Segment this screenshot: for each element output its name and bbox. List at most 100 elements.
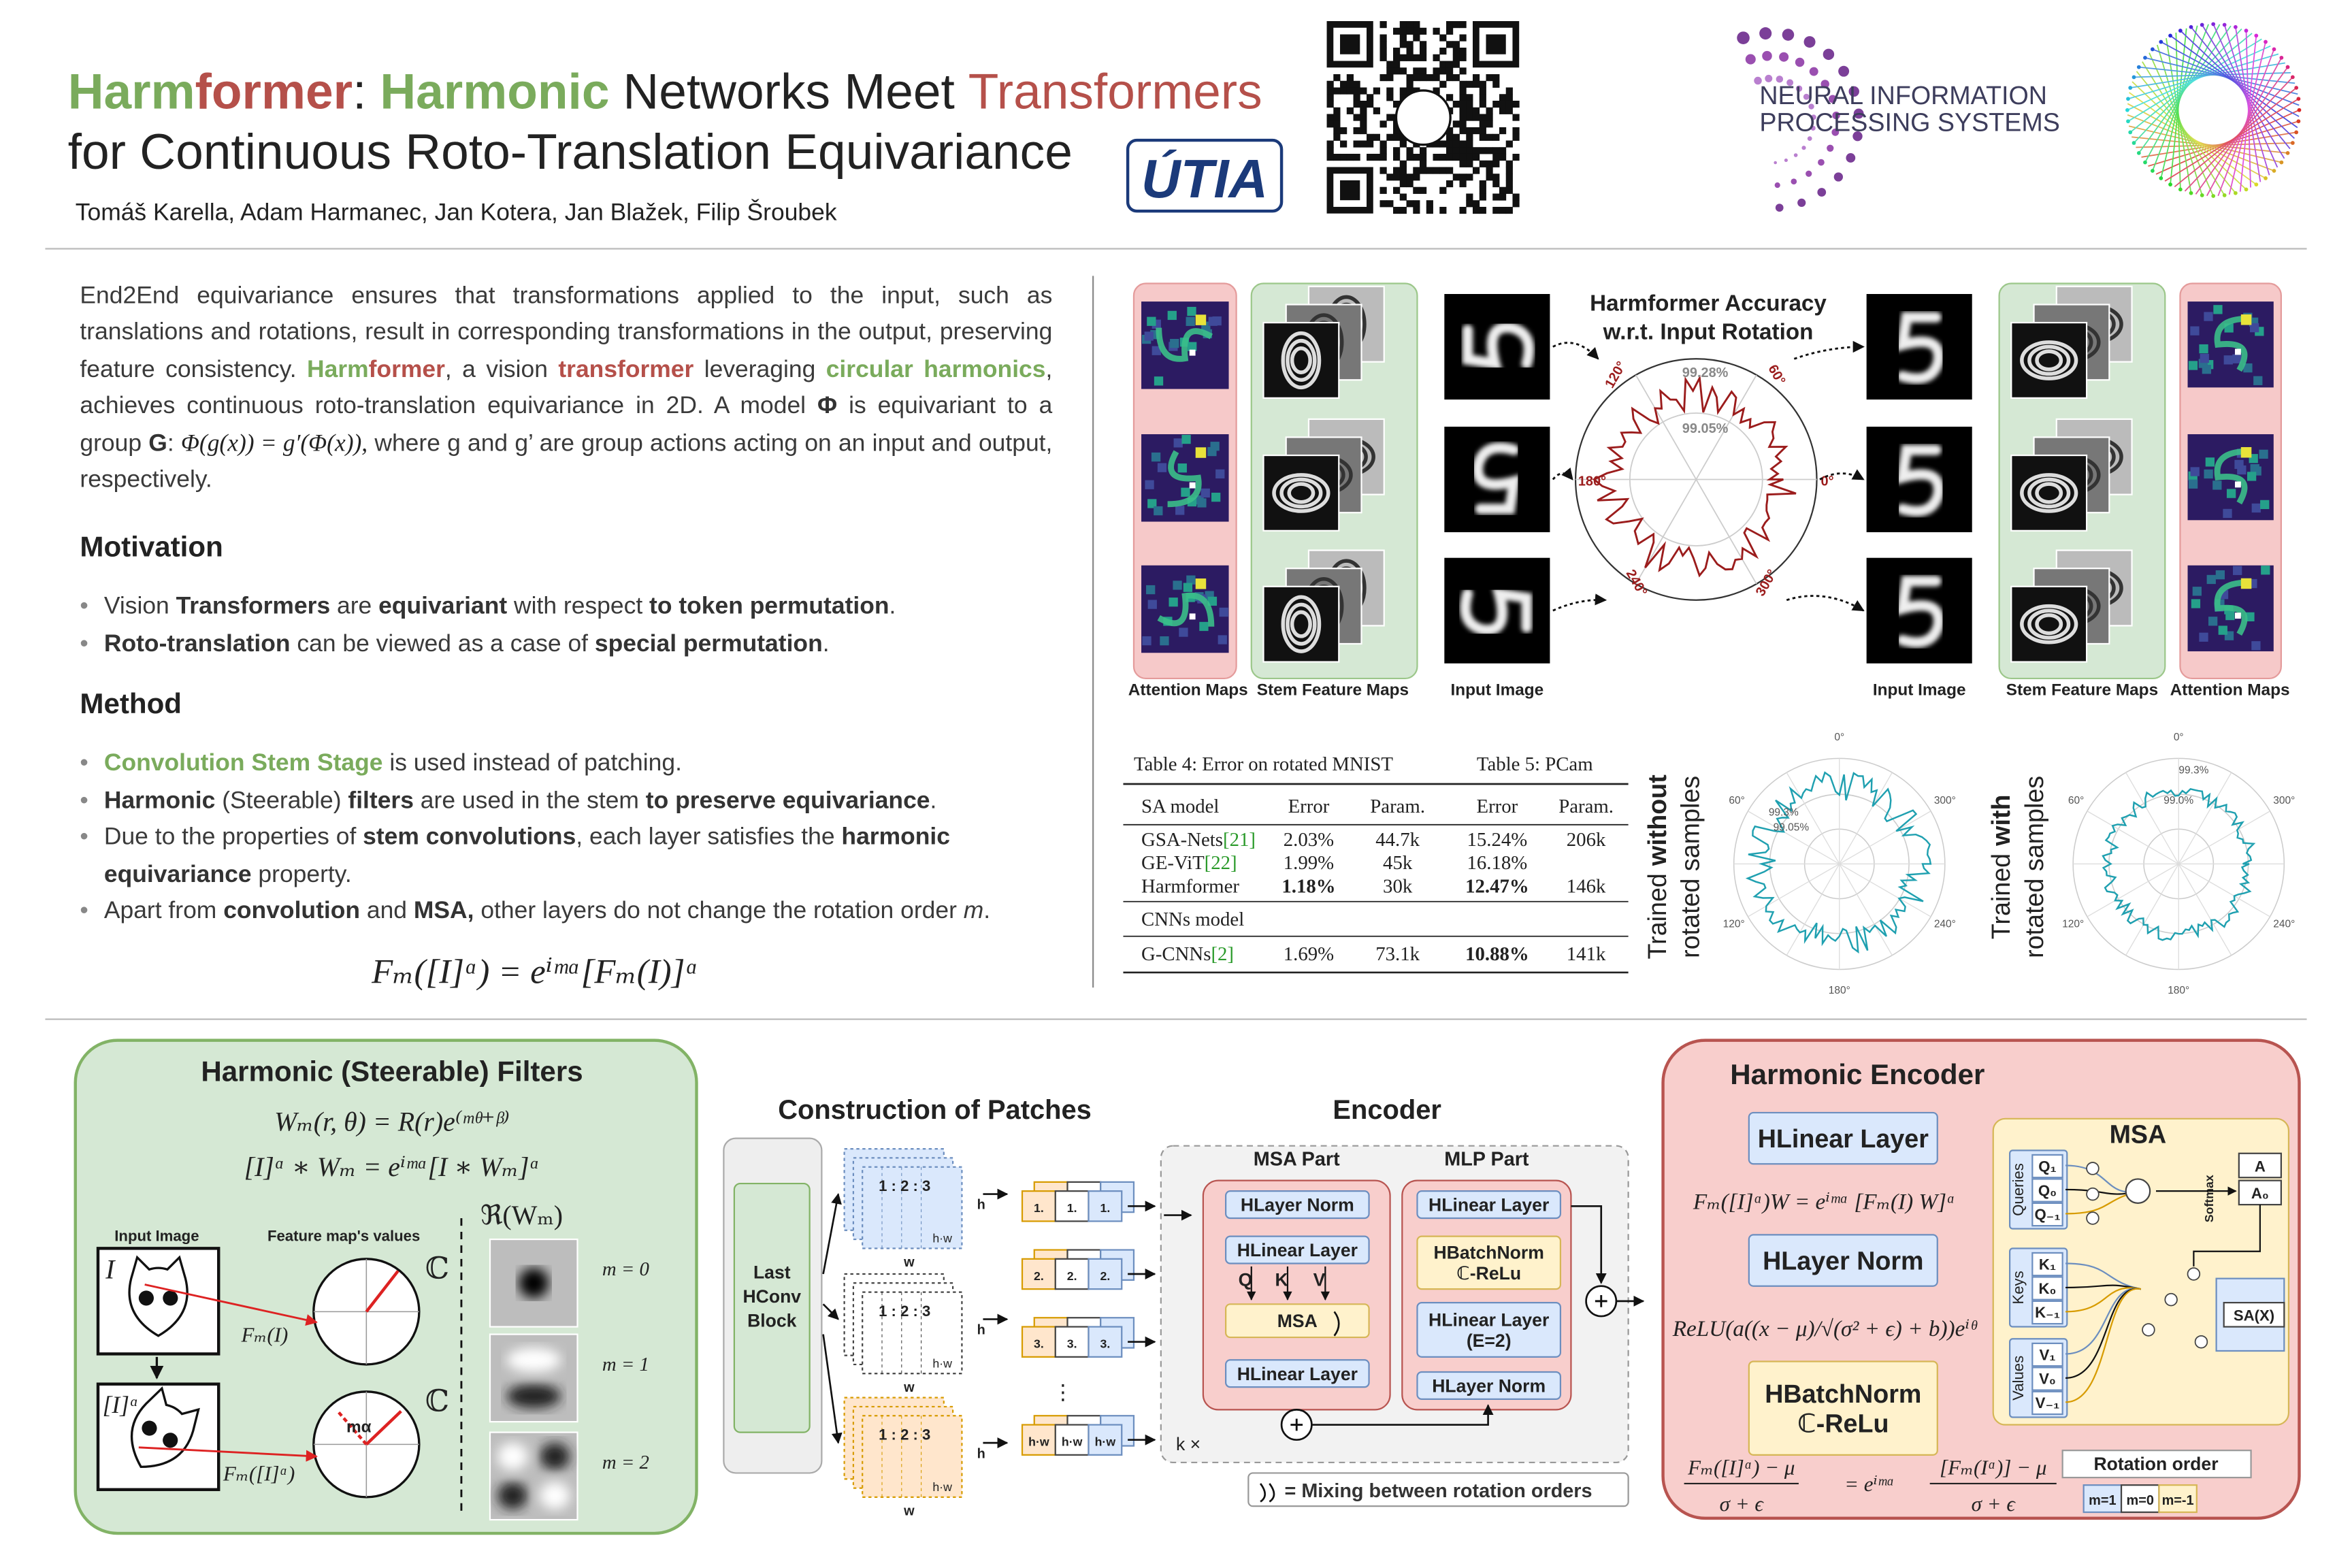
table-header: Error: [1476, 796, 1518, 817]
polar-label: 0°: [1821, 474, 1834, 489]
qr-cell: [1333, 87, 1341, 95]
block-label: HLinear Layer: [1237, 1364, 1358, 1384]
bullet: Harmonic (Steerable) filters are used in…: [80, 783, 1075, 820]
polar-spoke: [1839, 811, 1931, 864]
feature-rings: [1281, 595, 1322, 653]
token: [1088, 1258, 1123, 1290]
qr-cell: [1367, 100, 1374, 108]
ring: [1287, 482, 1316, 504]
text-span: .: [822, 631, 830, 657]
attention-cell: [2191, 599, 2201, 608]
attention-cell: [1167, 310, 1177, 321]
attention-cell: [1186, 316, 1195, 326]
attention-cell: [2260, 500, 2270, 510]
polar-tick: 120°: [1723, 918, 1745, 930]
token-label: 3.: [1100, 1337, 1110, 1351]
qr-cell: [1446, 133, 1454, 141]
matrix-label: K₁: [2039, 1256, 2056, 1273]
text-span: is equivariant to a group: [80, 393, 1053, 457]
logo-dot: [1852, 131, 1863, 142]
logo-dot: [2272, 47, 2276, 52]
logo-dot: [1808, 103, 1814, 110]
blob: [497, 1482, 528, 1509]
qr-cell: [1512, 100, 1520, 108]
attention-cell: [1179, 627, 1188, 637]
caption: Input Image: [1451, 681, 1544, 699]
qr-cell: [1393, 174, 1401, 181]
blob: [540, 1482, 570, 1509]
polar-spoke: [1695, 374, 1757, 480]
qr-cell: [1353, 140, 1360, 148]
attention-cell: [1207, 596, 1218, 606]
qr-cell: [1353, 100, 1360, 108]
qr-cell: [1360, 140, 1367, 148]
qr-cell: [1420, 147, 1427, 154]
qr-cell: [1479, 180, 1486, 188]
bullet: Convolution Stem Stage is used instead o…: [80, 747, 1075, 783]
logo-dot: [2178, 29, 2183, 33]
qr-cell: [1439, 140, 1447, 148]
qr-cell: [1386, 94, 1394, 101]
attention-stroke: [2214, 579, 2249, 636]
table-header: Param.: [1558, 796, 1614, 817]
logo-dot: [1803, 36, 1816, 48]
label: m = 1: [602, 1354, 649, 1375]
logo-dot: [2136, 65, 2141, 69]
digit-stroke: [1895, 312, 1944, 384]
qr-cell: [1333, 120, 1341, 128]
polar-tick: 60°: [2068, 795, 2084, 806]
attention-peak: [2240, 446, 2252, 458]
qr-cell: [1346, 80, 1354, 88]
block: [1416, 1301, 1562, 1358]
qr-cell: [1459, 140, 1467, 148]
formula: [I]ᵅ ∗ Wₘ = eⁱᵐᵅ[I ∗ Wₘ]ᵅ: [244, 1152, 540, 1182]
qr-cell: [1373, 107, 1380, 114]
arrow: [1793, 340, 1865, 360]
qr-cell: [1452, 41, 1460, 48]
matrix-row: [2031, 1252, 2063, 1277]
table-cell: Harmformer: [1141, 876, 1239, 898]
block: [1225, 1190, 1370, 1220]
text-span: former: [368, 357, 445, 383]
qr-cell: [1406, 153, 1414, 161]
matrix-row: [2031, 1178, 2063, 1203]
legend-swatch: [2158, 1484, 2198, 1514]
qr-cell: [1413, 34, 1420, 42]
ring: [2027, 344, 2071, 376]
intro: End2End equivariance ensures that transf…: [80, 279, 1052, 500]
qr-cell: [1505, 186, 1513, 194]
block: [1748, 1234, 1938, 1287]
filter-pattern: [506, 1348, 561, 1409]
token-label: h·w: [1028, 1435, 1049, 1449]
matrix-row: [2031, 1390, 2063, 1416]
panel-title: Construction of Patches: [778, 1095, 1092, 1125]
qr-cell: [1406, 80, 1414, 88]
logo-dot: [2222, 22, 2227, 27]
attention-cell: [1175, 506, 1185, 515]
text-span: Roto-translation: [103, 631, 291, 657]
qr-cell: [1452, 140, 1460, 148]
text-span: :: [167, 430, 181, 457]
qr-cell: [1393, 48, 1401, 55]
qr-cell: [1393, 27, 1401, 35]
polar-label: 99.05%: [1682, 421, 1729, 436]
qr-cell: [1472, 107, 1480, 114]
matrix-label: Q₁: [2038, 1158, 2056, 1175]
blob: [506, 1348, 561, 1372]
qr-cell: [1439, 167, 1447, 174]
qr-cell: [1433, 74, 1440, 82]
qr-cell: [1433, 87, 1440, 95]
label: MSA: [2110, 1120, 2167, 1148]
qr-cell: [1379, 34, 1387, 42]
logo-dot: [1793, 153, 1798, 157]
qr-cell: [1360, 107, 1367, 114]
qr-cell: [1413, 27, 1420, 35]
block: [1748, 1360, 1938, 1456]
qr-cell: [1459, 120, 1467, 128]
block: [733, 1182, 811, 1433]
logo-dot: [2126, 97, 2130, 101]
logo-dot: [2151, 169, 2155, 173]
plus: [1595, 1295, 1607, 1307]
qr-cell: [1386, 87, 1394, 95]
grid-label: 1 : 2 : 3: [879, 1177, 930, 1194]
